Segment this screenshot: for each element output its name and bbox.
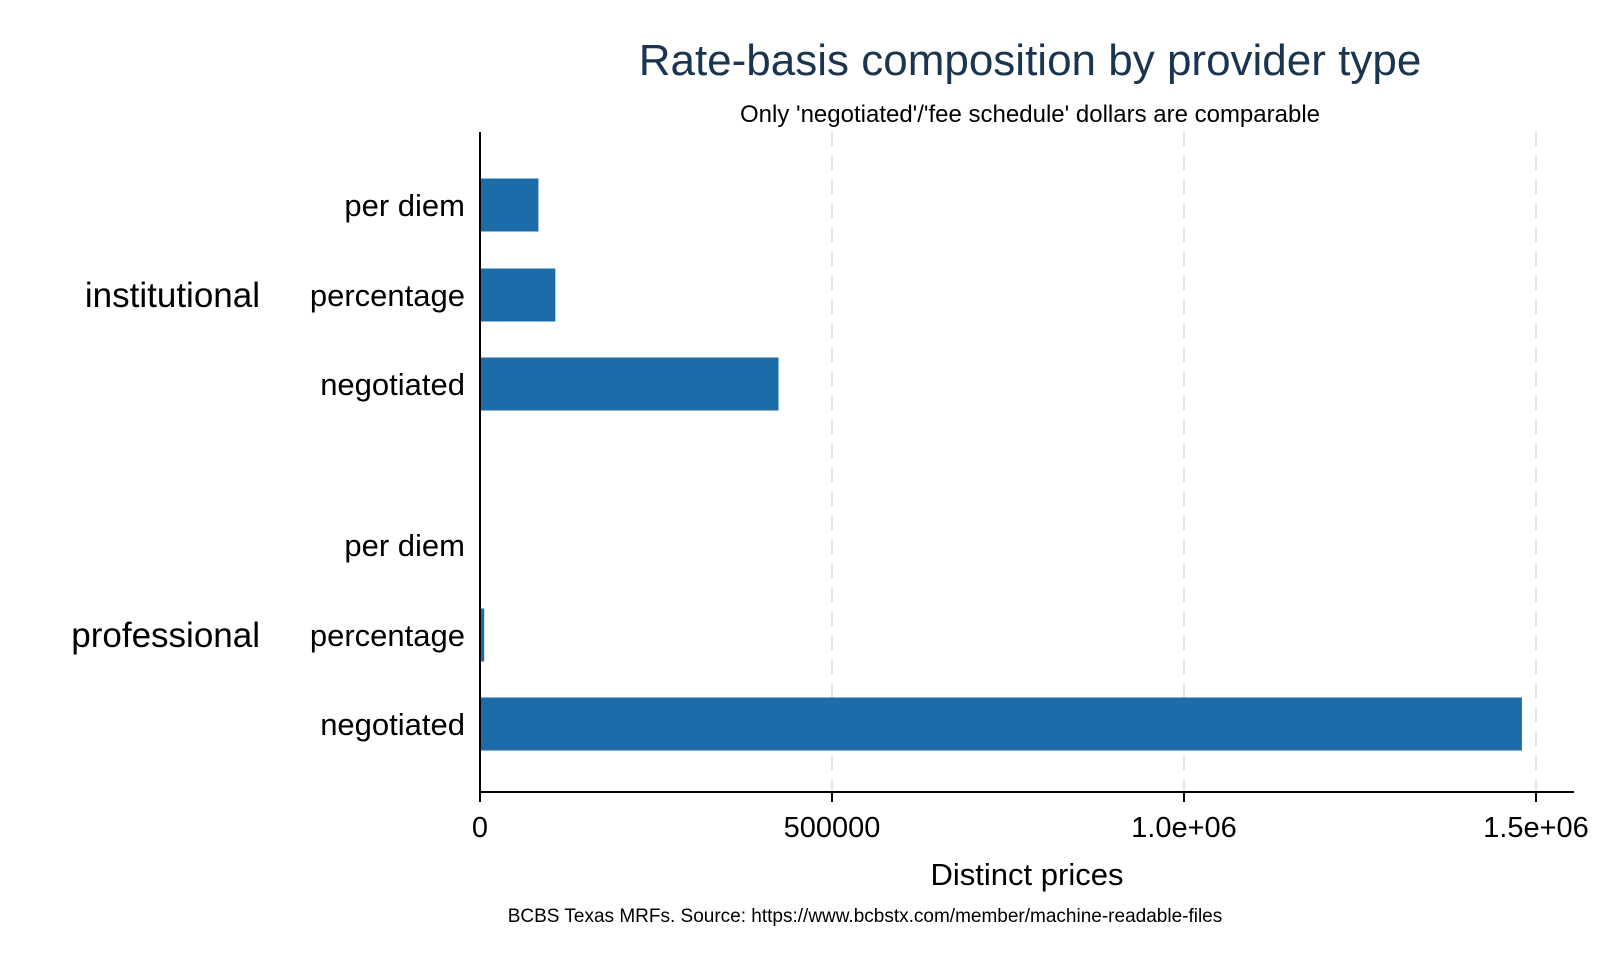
bar-professional-percentage — [480, 608, 485, 662]
gridlines — [831, 132, 1537, 792]
category-label: per diem — [344, 528, 465, 563]
x-tick-label: 1.5e+06 — [1483, 812, 1589, 844]
x-tick-label: 0 — [472, 812, 488, 844]
category-label: percentage — [310, 278, 465, 313]
x-tick-label: 1.0e+06 — [1131, 812, 1237, 844]
group-label: institutional — [85, 276, 260, 315]
x-axis-title: Distinct prices — [931, 857, 1124, 892]
y-axis-labels: institutional per diem percentage negotiate… — [71, 188, 465, 742]
bar-institutional-per-diem — [480, 178, 539, 232]
chart-title: Rate-basis composition by provider type — [639, 36, 1422, 85]
bars — [480, 178, 1522, 751]
group-label: professional — [71, 616, 260, 655]
bar-institutional-percentage — [480, 268, 556, 322]
x-tick-label: 500000 — [784, 812, 881, 844]
category-label: negotiated — [320, 367, 465, 402]
category-label: percentage — [310, 618, 465, 653]
source-note: BCBS Texas MRFs. Source: https://www.bcb… — [508, 906, 1223, 927]
category-label: negotiated — [320, 707, 465, 742]
bar-professional-negotiated — [480, 697, 1522, 751]
category-label: per diem — [344, 188, 465, 223]
x-axis-ticks: 0 500000 1.0e+06 1.5e+06 — [472, 792, 1589, 844]
chart-subtitle: Only 'negotiated'/'fee schedule' dollars… — [740, 101, 1320, 128]
bar-institutional-negotiated — [480, 357, 779, 411]
